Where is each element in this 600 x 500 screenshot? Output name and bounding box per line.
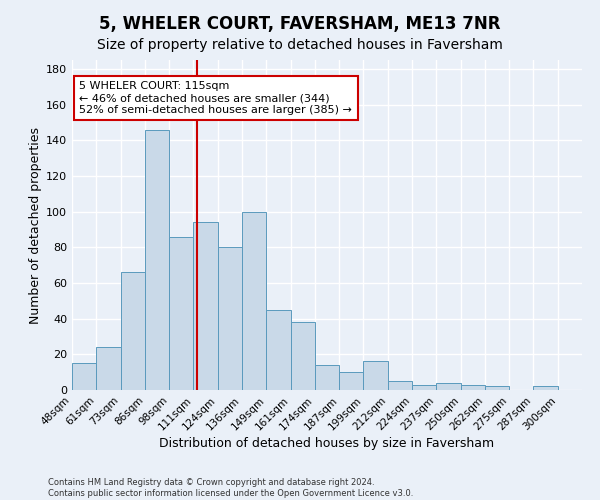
Bar: [266, 310, 290, 390]
Bar: [533, 386, 558, 390]
Bar: [339, 372, 364, 390]
Bar: [193, 222, 218, 390]
Bar: [461, 384, 485, 390]
X-axis label: Distribution of detached houses by size in Faversham: Distribution of detached houses by size …: [160, 438, 494, 450]
Bar: [388, 381, 412, 390]
Text: Size of property relative to detached houses in Faversham: Size of property relative to detached ho…: [97, 38, 503, 52]
Bar: [412, 384, 436, 390]
Text: 5, WHELER COURT, FAVERSHAM, ME13 7NR: 5, WHELER COURT, FAVERSHAM, ME13 7NR: [99, 15, 501, 33]
Bar: [242, 212, 266, 390]
Bar: [364, 362, 388, 390]
Bar: [315, 365, 339, 390]
Bar: [436, 383, 461, 390]
Bar: [145, 130, 169, 390]
Bar: [72, 363, 96, 390]
Bar: [218, 248, 242, 390]
Bar: [290, 322, 315, 390]
Text: Contains HM Land Registry data © Crown copyright and database right 2024.
Contai: Contains HM Land Registry data © Crown c…: [48, 478, 413, 498]
Bar: [121, 272, 145, 390]
Y-axis label: Number of detached properties: Number of detached properties: [29, 126, 42, 324]
Bar: [96, 347, 121, 390]
Bar: [485, 386, 509, 390]
Text: 5 WHELER COURT: 115sqm
← 46% of detached houses are smaller (344)
52% of semi-de: 5 WHELER COURT: 115sqm ← 46% of detached…: [79, 82, 352, 114]
Bar: [169, 236, 193, 390]
